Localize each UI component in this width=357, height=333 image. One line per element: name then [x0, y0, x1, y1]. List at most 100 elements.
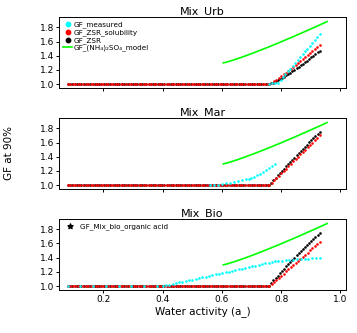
Point: [294, 257, 300, 262]
Point: [211, 82, 217, 87]
Point: [180, 82, 185, 87]
Point: [155, 182, 161, 188]
Point: [233, 182, 239, 188]
Point: [259, 261, 265, 267]
Point: [75, 182, 81, 188]
Point: [88, 82, 94, 87]
Point: [215, 182, 221, 187]
Point: [314, 35, 320, 40]
Point: [181, 82, 187, 87]
Point: [128, 82, 134, 87]
Point: [121, 82, 127, 87]
Point: [256, 82, 262, 87]
Point: [250, 82, 256, 87]
Text: GF at 90%: GF at 90%: [4, 126, 14, 180]
Point: [312, 37, 318, 43]
Point: [96, 82, 102, 87]
Point: [240, 82, 246, 87]
Point: [242, 283, 248, 289]
Point: [141, 283, 147, 289]
Point: [269, 180, 275, 185]
Point: [159, 182, 165, 188]
Point: [116, 182, 121, 188]
Point: [211, 182, 217, 187]
Point: [262, 182, 268, 188]
Point: [146, 283, 152, 289]
Point: [88, 283, 94, 289]
Point: [298, 59, 303, 64]
Point: [206, 182, 212, 188]
Point: [152, 182, 158, 188]
Point: [103, 82, 109, 87]
Point: [200, 283, 206, 289]
Point: [245, 283, 250, 289]
Point: [174, 82, 180, 87]
Point: [247, 283, 253, 289]
Point: [278, 77, 283, 83]
Point: [251, 82, 257, 87]
Point: [137, 182, 142, 188]
Point: [85, 283, 91, 289]
Point: [300, 61, 306, 66]
Point: [277, 170, 283, 176]
Point: [80, 182, 86, 188]
Point: [67, 82, 73, 87]
Point: [173, 281, 179, 286]
Point: [95, 82, 101, 87]
Point: [292, 155, 297, 160]
Point: [105, 82, 111, 87]
Point: [302, 49, 308, 54]
Point: [181, 182, 187, 188]
Point: [304, 58, 310, 63]
Point: [96, 182, 102, 188]
Point: [285, 69, 291, 74]
Point: [191, 182, 197, 188]
Point: [67, 283, 73, 289]
Point: [126, 82, 131, 87]
Point: [302, 144, 308, 150]
Point: [255, 283, 261, 289]
Point: [160, 283, 165, 289]
Point: [83, 82, 89, 87]
Point: [98, 82, 104, 87]
Point: [229, 82, 235, 87]
Point: [87, 82, 93, 87]
Point: [283, 269, 289, 274]
Point: [112, 182, 118, 188]
Point: [108, 182, 114, 188]
Point: [292, 67, 297, 72]
Point: [103, 182, 109, 188]
Point: [83, 182, 89, 188]
Point: [268, 81, 274, 86]
Point: [227, 82, 233, 87]
Point: [184, 82, 190, 87]
Point: [231, 82, 237, 87]
Point: [269, 281, 275, 287]
Point: [90, 82, 95, 87]
Point: [220, 182, 226, 188]
Point: [75, 283, 81, 289]
Point: [150, 283, 156, 289]
Point: [229, 268, 235, 273]
Point: [157, 283, 163, 289]
Point: [204, 283, 210, 289]
Point: [199, 182, 205, 188]
Point: [237, 283, 243, 289]
Point: [266, 283, 272, 289]
Point: [148, 82, 154, 87]
Point: [197, 182, 203, 188]
Point: [88, 182, 94, 188]
Point: [126, 82, 131, 87]
Point: [169, 182, 175, 188]
Point: [255, 82, 261, 87]
Point: [182, 82, 187, 87]
Point: [308, 238, 314, 243]
Point: [193, 276, 198, 281]
Point: [218, 82, 223, 87]
Point: [146, 82, 152, 87]
Point: [119, 283, 125, 289]
Point: [254, 82, 260, 87]
Point: [90, 182, 95, 188]
Point: [166, 182, 172, 188]
Point: [139, 82, 145, 87]
